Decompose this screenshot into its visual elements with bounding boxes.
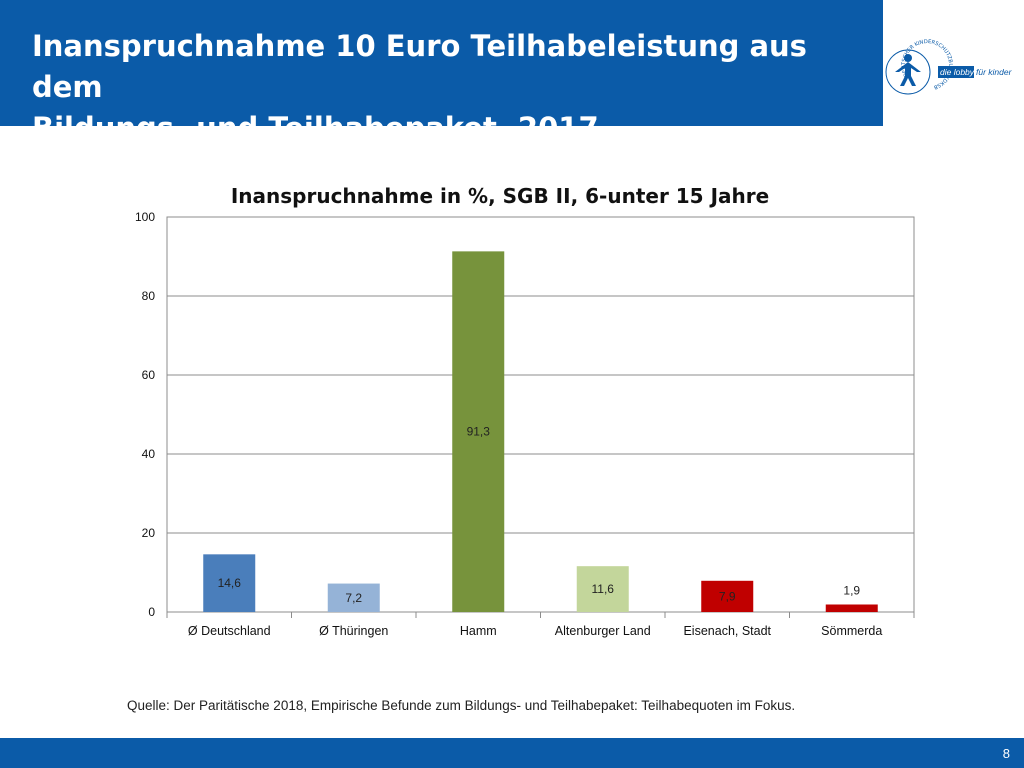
data-label: 14,6 <box>218 576 242 590</box>
bar <box>327 583 380 612</box>
bar-chart: Inanspruchnahme in %, SGB II, 6-unter 15… <box>110 170 930 650</box>
y-tick-label: 80 <box>142 289 156 303</box>
x-tick-label: Ø Deutschland <box>188 624 271 638</box>
x-tick-label: Sömmerda <box>821 624 882 638</box>
data-label: 11,6 <box>592 582 615 596</box>
logo-child-arms <box>895 62 921 72</box>
y-tick-label: 60 <box>142 368 156 382</box>
x-tick-label: Ø Thüringen <box>319 624 388 638</box>
x-tick-label: Altenburger Land <box>555 624 651 638</box>
data-label: 7,9 <box>719 589 736 603</box>
bar <box>452 251 505 612</box>
bar <box>825 604 878 612</box>
footer-bar: 8 <box>0 738 1024 768</box>
data-label: 7,2 <box>345 591 362 605</box>
data-label: 1,9 <box>843 583 860 597</box>
dksb-logo-graphic: DEUTSCHER KINDERSCHUTZBUND (DKSB) E.V. d… <box>881 0 1013 95</box>
title-banner: Inanspruchnahme 10 Euro Teilhabeleistung… <box>0 0 883 145</box>
page-number: 8 <box>1002 746 1010 761</box>
logo-child-legs <box>900 76 916 86</box>
logo-child-head <box>904 54 912 62</box>
dksb-logo: DEUTSCHER KINDERSCHUTZBUND (DKSB) E.V. d… <box>881 0 1024 126</box>
data-label: 91,3 <box>467 425 491 439</box>
logo-tagline-box <box>938 66 974 78</box>
y-tick-label: 0 <box>148 605 155 619</box>
slide-title: Inanspruchnahme 10 Euro Teilhabeleistung… <box>32 26 872 149</box>
source-note: Quelle: Der Paritätische 2018, Empirisch… <box>127 698 796 713</box>
logo-tagline-kinder: für kinder <box>976 67 1013 77</box>
slide-title-line-1: Inanspruchnahme 10 Euro Teilhabeleistung… <box>32 29 807 104</box>
y-tick-label: 100 <box>135 210 155 224</box>
plot-area-border <box>166 216 915 613</box>
x-tick-label: Eisenach, Stadt <box>683 624 771 638</box>
slide-title-line-2: Bildungs- und Teilhabepaket, 2017 <box>32 111 599 145</box>
x-tick-label: Hamm <box>460 624 497 638</box>
y-tick-label: 20 <box>142 526 156 540</box>
y-tick-label: 40 <box>142 447 156 461</box>
bar <box>576 566 629 612</box>
bar-chart-svg: Inanspruchnahme in %, SGB II, 6-unter 15… <box>135 184 915 638</box>
logo-tagline-lobby: die lobby <box>940 67 975 77</box>
bar <box>203 554 256 612</box>
bar <box>701 580 754 612</box>
chart-title: Inanspruchnahme in %, SGB II, 6-unter 15… <box>231 184 769 208</box>
